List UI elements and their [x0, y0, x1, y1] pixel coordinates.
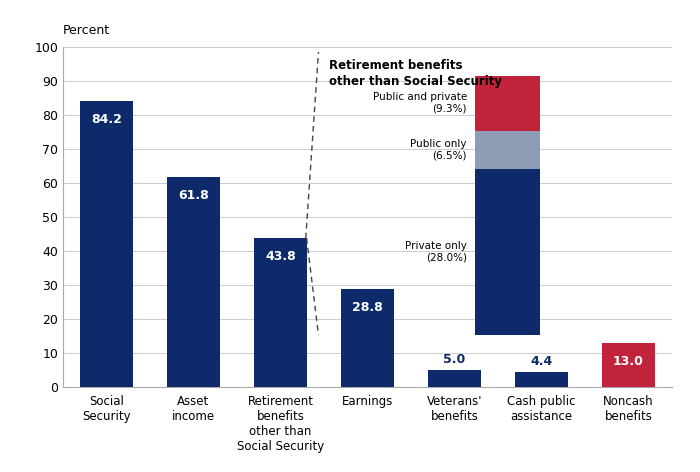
Text: 5.0: 5.0 [443, 353, 466, 366]
Text: Public and private
(9.3%): Public and private (9.3%) [372, 93, 467, 114]
Text: Retirement benefits
other than Social Security: Retirement benefits other than Social Se… [329, 59, 502, 88]
Bar [342, 289, 393, 387]
Text: Public only
(6.5%): Public only (6.5%) [410, 139, 467, 161]
Bar [515, 372, 568, 387]
Text: Private only
(28.0%): Private only (28.0%) [405, 241, 467, 263]
Bar [428, 370, 481, 387]
Text: 13.0: 13.0 [613, 355, 644, 368]
Text: 61.8: 61.8 [178, 189, 209, 202]
Bar [475, 169, 540, 335]
Text: 43.8: 43.8 [265, 250, 296, 263]
Text: Percent: Percent [63, 24, 110, 37]
Bar [475, 76, 540, 131]
Text: 84.2: 84.2 [91, 113, 122, 126]
Bar [80, 101, 132, 387]
Bar [475, 131, 540, 169]
Bar [254, 238, 307, 387]
Text: 4.4: 4.4 [531, 355, 552, 368]
Text: 28.8: 28.8 [352, 301, 383, 314]
Bar [603, 343, 655, 387]
Bar [167, 177, 220, 387]
